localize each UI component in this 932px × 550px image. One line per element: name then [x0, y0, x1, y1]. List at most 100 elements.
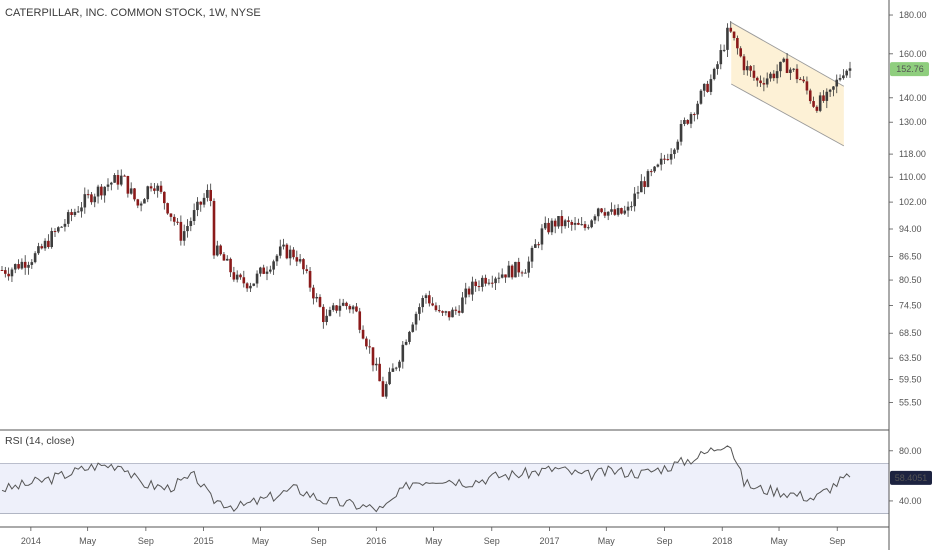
candle-body	[799, 79, 802, 81]
candle-body	[719, 50, 723, 65]
candle-body	[779, 61, 782, 72]
candle-body	[265, 271, 269, 274]
candle-body	[504, 274, 507, 278]
candle-body	[732, 31, 736, 39]
candle-body	[126, 175, 130, 194]
candle-body	[47, 240, 50, 248]
candle-body	[656, 164, 660, 167]
candle-body	[106, 184, 110, 187]
rsi-line	[1, 445, 851, 513]
price-tick-label: 102.00	[899, 197, 927, 207]
candle-body	[769, 73, 772, 79]
candle-body	[527, 261, 530, 273]
candle-body	[322, 306, 325, 323]
candle-body	[812, 101, 815, 107]
candle-body	[242, 277, 246, 284]
candle-body	[428, 295, 431, 304]
candle-body	[292, 249, 295, 258]
candle-body	[795, 68, 799, 80]
candle-body	[477, 286, 481, 288]
price-tick-label: 68.50	[899, 328, 922, 338]
candle-body	[746, 66, 749, 71]
candle-body	[630, 206, 633, 208]
candle-body	[825, 91, 829, 101]
candle-body	[434, 305, 438, 311]
candle-body	[424, 295, 428, 299]
price-tick-label: 80.50	[899, 275, 922, 285]
candle-body	[805, 81, 809, 91]
price-axis: 180.00 160.00 140.00 130.00 118.00 110.00 102.…	[889, 10, 927, 408]
candle-body	[676, 141, 680, 150]
candle-body	[113, 175, 116, 183]
candle-body	[616, 208, 620, 215]
candle-body	[702, 83, 706, 91]
candle-body	[252, 283, 256, 286]
price-tick-label: 118.00	[899, 149, 926, 159]
candle-body	[83, 194, 87, 208]
candle-body	[418, 307, 421, 314]
candle-body	[411, 324, 415, 332]
candle-body	[570, 221, 574, 225]
candle-body	[50, 231, 53, 248]
candle-body	[530, 247, 534, 262]
channel-lower-line	[731, 83, 845, 147]
rsi-last-value-badge	[890, 470, 932, 485]
candle-body	[325, 315, 328, 323]
candle-body	[235, 274, 239, 280]
candle-body	[749, 66, 752, 71]
time-tick-label: Sep	[656, 536, 672, 546]
candle-body	[53, 231, 57, 233]
candle-body	[375, 363, 378, 366]
candle-body	[7, 273, 10, 277]
candle-body	[431, 303, 434, 306]
candle-body	[37, 246, 40, 254]
candle-body	[762, 83, 766, 85]
candle-body	[156, 185, 159, 191]
candle-body	[577, 222, 580, 225]
candle-body	[239, 274, 242, 278]
candle-body	[497, 277, 501, 279]
candle-body	[606, 211, 610, 216]
candle-body	[487, 282, 491, 284]
candle-body	[179, 221, 183, 241]
candle-body	[696, 103, 699, 115]
candle-body	[189, 221, 193, 227]
candle-body	[775, 71, 779, 79]
candle-body	[514, 261, 517, 278]
time-tick-label: Sep	[484, 536, 500, 546]
time-tick-label: 2016	[366, 536, 386, 546]
price-tick-label: 94.00	[899, 224, 922, 234]
candlestick-series	[0, 21, 852, 399]
time-tick-label: Sep	[311, 536, 327, 546]
candle-body	[560, 216, 564, 227]
candle-body	[653, 166, 656, 172]
candle-body	[308, 270, 312, 288]
candle-body	[384, 384, 388, 397]
candle-body	[262, 267, 265, 274]
candle-body	[212, 200, 216, 256]
candle-body	[765, 78, 769, 85]
candle-body	[312, 287, 315, 299]
candle-body	[90, 194, 93, 203]
candle-body	[30, 262, 34, 265]
candle-body	[673, 149, 676, 155]
candle-body	[742, 56, 746, 71]
candle-body	[835, 79, 839, 87]
time-tick-label: May	[79, 536, 97, 546]
candle-body	[86, 194, 90, 196]
candle-body	[464, 288, 468, 298]
candle-body	[623, 210, 627, 214]
candle-body	[249, 285, 252, 289]
candle-body	[96, 186, 100, 197]
candle-body	[186, 226, 189, 232]
candle-body	[520, 272, 524, 274]
candle-body	[398, 361, 401, 368]
candle-body	[689, 114, 693, 124]
candle-body	[341, 302, 345, 306]
candle-body	[636, 192, 640, 194]
candle-body	[199, 201, 203, 205]
candle-body	[808, 90, 812, 102]
candle-body	[457, 310, 461, 313]
price-tick-label: 180.00	[899, 10, 927, 20]
candle-body	[550, 220, 554, 233]
